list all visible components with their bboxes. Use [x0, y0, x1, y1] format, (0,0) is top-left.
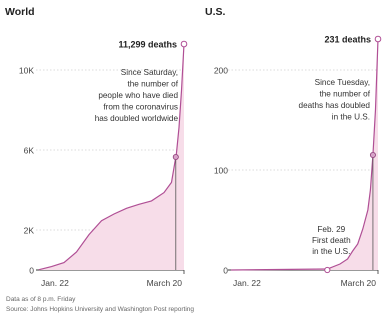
- world-annotation-line: the number of: [127, 80, 178, 89]
- us-annotation-line: the number of: [319, 90, 370, 99]
- world-ytick-label: 6K: [24, 146, 35, 156]
- world-annotation-line: from the coronavirus: [103, 103, 178, 112]
- footer-note-source: Source: Johns Hopkins University and Was…: [6, 306, 194, 313]
- us-annotation-line: Since Tuesday,: [315, 78, 370, 87]
- us-annotation-line: in the U.S.: [332, 113, 370, 122]
- us-series-line: [230, 38, 379, 271]
- us-first-death-label: First death: [312, 236, 351, 245]
- us-ytick-label: 200: [214, 66, 228, 76]
- us-xtick-label: March 20: [341, 278, 377, 288]
- world-area-fill: [39, 44, 184, 270]
- us-chart-title: U.S.: [205, 6, 226, 18]
- world-end-label: 11,299 deaths: [118, 40, 177, 50]
- us-end-label: 231 deaths: [324, 35, 371, 45]
- world-end-point: [180, 40, 188, 48]
- us-first-death-point: [324, 266, 331, 274]
- us-first-death-label: in the U.S.: [312, 247, 350, 256]
- world-annotation-line: Since Saturday,: [121, 68, 178, 77]
- world-annotation-line: people who have died: [98, 91, 178, 100]
- footer-note-date: Data as of 8 p.m. Friday: [6, 296, 76, 303]
- world-ytick-label: 10K: [19, 66, 34, 76]
- us-end-point: [374, 35, 382, 43]
- world-xtick-label: Jan. 22: [41, 278, 69, 288]
- us-first-death-label: Feb. 29: [317, 225, 345, 234]
- world-annotation-line: has doubled worldwide: [95, 114, 179, 123]
- us-annotation-line: deaths has doubled: [299, 101, 371, 110]
- us-area-fill: [231, 39, 378, 270]
- world-ytick-label: 2K: [24, 226, 35, 236]
- world-marker-point: [172, 153, 179, 160]
- us-ytick-label: 100: [214, 166, 228, 176]
- us-ytick-label: 0: [223, 266, 228, 276]
- us-marker-point: [369, 151, 376, 158]
- world-xtick-label: March 20: [147, 278, 183, 288]
- world-series-line: [38, 43, 185, 271]
- world-chart-title: World: [5, 6, 35, 18]
- us-xtick-label: Jan. 22: [233, 278, 261, 288]
- world-ytick-label: 0: [29, 266, 34, 276]
